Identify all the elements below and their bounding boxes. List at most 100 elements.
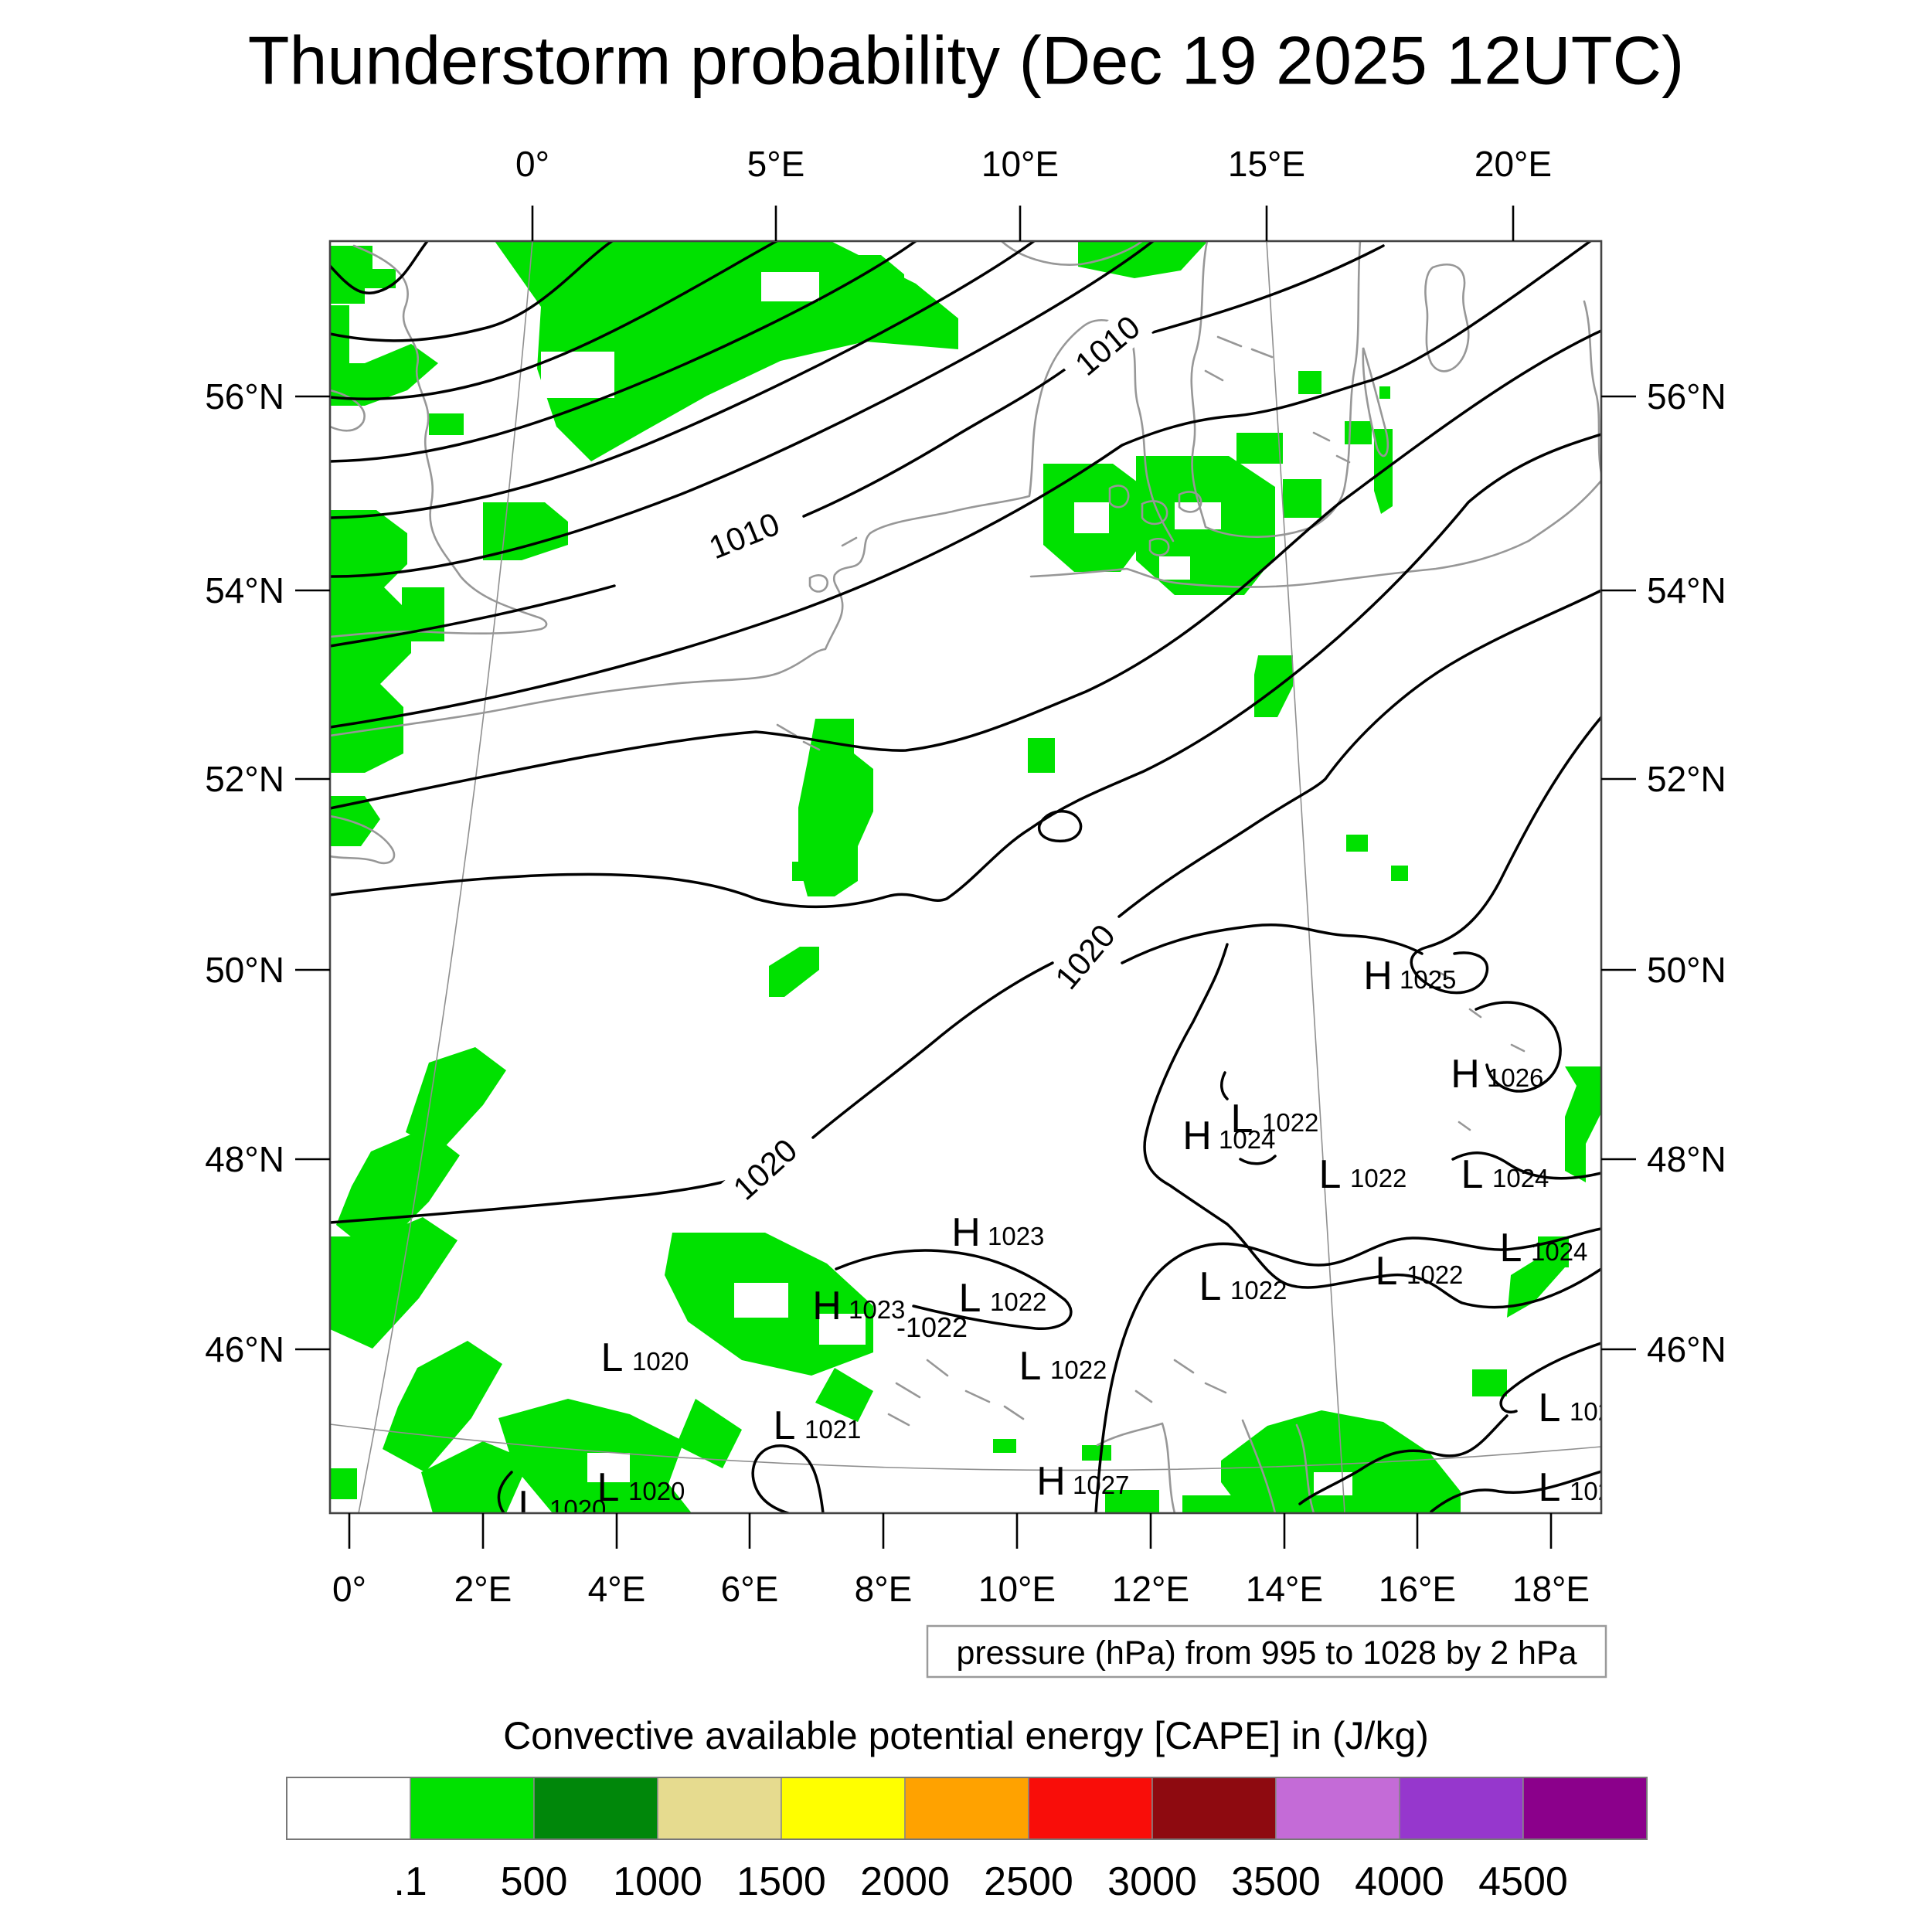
bottom-label-0: 0°	[332, 1569, 366, 1609]
pressure-center-h1023-a: H 1023	[951, 1210, 1044, 1255]
colorbar-label-4500: 4500	[1478, 1859, 1568, 1904]
colorbar-label-1500: 1500	[736, 1859, 826, 1904]
right-label-52n: 52°N	[1647, 759, 1726, 799]
pressure-center-l1024-a: L 1024	[1461, 1152, 1549, 1197]
map-frame	[328, 240, 1603, 1515]
bottom-label-4e: 4°E	[588, 1569, 646, 1609]
coast-south-adriatic	[1096, 1419, 1315, 1513]
top-label-5e: 5°E	[747, 144, 805, 184]
bottom-label-12e: 12°E	[1112, 1569, 1189, 1609]
bottom-label-14e: 14°E	[1246, 1569, 1323, 1609]
contour-label-bg	[1039, 908, 1131, 1005]
right-label-50n: 50°N	[1647, 950, 1726, 990]
pressure-center-h1026: H 1026	[1451, 1052, 1543, 1097]
isobars-northwest-family	[330, 241, 1155, 578]
pressure-value: 1022	[1050, 1355, 1107, 1384]
pressure-value: 1021	[804, 1415, 861, 1444]
contour-label-bg	[1059, 300, 1156, 391]
colorbar-label-2500: 2500	[984, 1859, 1073, 1904]
pressure-letter: H	[1451, 1052, 1480, 1097]
right-axis-labels: 56°N 54°N 52°N 50°N 48°N 46°N	[1647, 376, 1726, 1369]
axis-ticks	[295, 206, 1636, 1549]
colorbar-seg-8	[1275, 1777, 1400, 1840]
minor-contour-label-1022: -1022	[896, 1311, 968, 1343]
top-label-15e: 15°E	[1228, 144, 1305, 184]
pressure-value: 1023	[988, 1222, 1044, 1250]
pressure-letter: H	[1182, 1114, 1212, 1158]
pressure-center-l1020-b: L 1020	[597, 1465, 685, 1510]
pressure-value: 1022	[1406, 1260, 1463, 1289]
bottom-label-10e: 10°E	[978, 1569, 1056, 1609]
coast-britain-channel	[330, 244, 548, 865]
pressure-value: 1020	[628, 1477, 685, 1505]
top-axis-labels: 0° 5°E 10°E 15°E 20°E	[515, 144, 1552, 184]
pressure-center-l1022-e: L 1022	[959, 1276, 1047, 1321]
top-label-10e: 10°E	[981, 144, 1059, 184]
pressure-value: 1024	[1219, 1125, 1275, 1154]
isobar-lines	[330, 241, 1601, 1513]
colorbar-title: Convective available potential energy [C…	[503, 1714, 1429, 1757]
colorbar-seg-5	[904, 1777, 1029, 1840]
pressure-letter: L	[1319, 1152, 1342, 1197]
isobar-1010	[330, 244, 1385, 648]
pressure-letter: L	[774, 1403, 796, 1448]
colorbar-outline	[286, 1777, 1648, 1840]
pressure-value: 1026	[1487, 1063, 1543, 1092]
pressure-center-h1023-b: H 1023	[812, 1284, 905, 1328]
pressure-center-l1025-a: L 1025	[1539, 1386, 1601, 1430]
top-ticks	[531, 206, 1515, 241]
bottom-ticks	[348, 1513, 1553, 1549]
cape-blobs-west	[330, 413, 1055, 997]
top-label-20e: 20°E	[1475, 144, 1552, 184]
pressure-value: 1022	[1230, 1276, 1287, 1304]
bottom-label-16e: 16°E	[1379, 1569, 1456, 1609]
pressure-letter: L	[1461, 1152, 1484, 1197]
pressure-letter: L	[601, 1335, 624, 1380]
pressure-letter: L	[1019, 1344, 1042, 1389]
colorbar-seg-6	[1028, 1777, 1153, 1840]
pressure-letter: L	[1199, 1264, 1222, 1309]
colorbar-seg-7	[1151, 1777, 1277, 1840]
cape-shading	[330, 241, 1601, 1513]
pressure-center-l1020-a: L 1020	[601, 1335, 689, 1380]
left-label-50n: 50°N	[205, 950, 284, 990]
pressure-center-h1027: H 1027	[1036, 1459, 1129, 1504]
pressure-letter: L	[959, 1276, 981, 1321]
left-label-48n: 48°N	[205, 1139, 284, 1179]
pressure-center-h1025: H 1025	[1363, 954, 1456, 998]
right-ticks	[1601, 395, 1636, 1351]
pressure-center-l1022-c: L 1022	[1376, 1249, 1464, 1294]
pressure-center-l1024-b: L 1024	[1500, 1226, 1588, 1270]
pressure-center-l1022-b: L 1022	[1319, 1152, 1407, 1197]
bottom-label-18e: 18°E	[1512, 1569, 1590, 1609]
pressure-value: 1020	[632, 1347, 689, 1376]
colorbar-seg-0	[286, 1777, 411, 1840]
pressure-caption-box	[926, 1624, 1607, 1679]
left-label-54n: 54°N	[205, 570, 284, 611]
pressure-center-h1024: H 1024	[1182, 1114, 1275, 1158]
coast-scandinavia-baltic	[1000, 241, 1601, 588]
pressure-value: 1024	[1492, 1164, 1549, 1192]
pressure-letter: L	[1376, 1249, 1398, 1294]
colorbar-label-0.1: .1	[393, 1859, 427, 1904]
colorbar-label-2000: 2000	[860, 1859, 950, 1904]
colorbar-seg-1	[410, 1777, 535, 1840]
pressure-letter: H	[812, 1284, 842, 1328]
coast-mainland-northsea	[330, 319, 1175, 737]
coast-minor-marks	[776, 335, 1526, 1427]
page-title: Thunderstorm probability (Dec 19 2025 12…	[248, 22, 1685, 99]
left-label-46n: 46°N	[205, 1329, 284, 1369]
right-label-56n: 56°N	[1647, 376, 1726, 417]
pressure-center-l1022-d: L 1022	[1199, 1264, 1287, 1309]
graticule	[330, 241, 1601, 1513]
left-label-56n: 56°N	[205, 376, 284, 417]
pressure-center-l1020-c: L 1020	[519, 1483, 607, 1528]
colorbar-seg-9	[1399, 1777, 1524, 1840]
bottom-label-6e: 6°E	[721, 1569, 779, 1609]
pressure-value: 1022	[1350, 1164, 1406, 1192]
pressure-letter: L	[519, 1483, 541, 1528]
bottom-axis-labels: 0° 2°E 4°E 6°E 8°E 10°E 12°E 14°E 16°E 1…	[332, 1569, 1590, 1609]
isobars-southeast-cluster	[497, 716, 1601, 1513]
colorbar-label-4000: 4000	[1355, 1859, 1444, 1904]
